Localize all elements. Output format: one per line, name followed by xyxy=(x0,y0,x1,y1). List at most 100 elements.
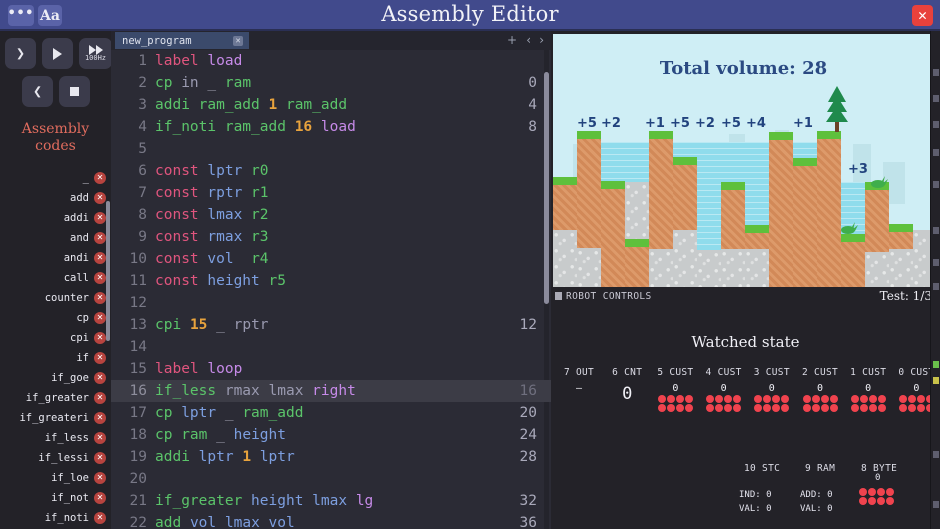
delete-icon[interactable]: ✕ xyxy=(94,252,106,264)
code-line[interactable]: 19 addi lptr 1 lptr 28 xyxy=(111,446,551,468)
code-line[interactable]: 14 xyxy=(111,336,551,358)
play-button[interactable] xyxy=(42,38,73,69)
code-line[interactable]: 13 cpi 15 _ rptr 12 xyxy=(111,314,551,336)
assembly-code-item[interactable]: add ✕ xyxy=(0,188,111,208)
code-line[interactable]: 11 const height r5 xyxy=(111,270,551,292)
delete-icon[interactable]: ✕ xyxy=(94,512,106,524)
assembly-codes-list[interactable]: _ ✕ add ✕ addi ✕ and ✕ andi ✕ call ✕ counter ✕ cp ✕ cpi ✕… xyxy=(0,168,111,529)
edge-indicator[interactable] xyxy=(933,121,939,128)
delete-icon[interactable]: ✕ xyxy=(94,212,106,224)
code-line[interactable]: 16 if_less rmax lmax right 16 xyxy=(111,380,551,402)
back-button[interactable]: ❮ xyxy=(22,76,53,107)
code-line[interactable]: 18 cp ram _ height 24 xyxy=(111,424,551,446)
robot-controls-label[interactable]: ROBOT CONTROLS xyxy=(555,291,652,302)
game-viewport[interactable]: Total volume: 28 +5 +2 +1 +5 +2 +5 +4 +1 +3 xyxy=(553,34,934,287)
delete-icon[interactable]: ✕ xyxy=(94,232,106,244)
assembly-code-item[interactable]: if_not ✕ xyxy=(0,488,111,508)
watched-register-header[interactable]: 9 RAM xyxy=(805,463,836,474)
edge-indicator[interactable] xyxy=(933,501,939,508)
assembly-code-item[interactable]: if_less ✕ xyxy=(0,428,111,448)
edge-indicator[interactable] xyxy=(933,181,939,188)
code-line[interactable]: 5 xyxy=(111,138,551,160)
watched-register[interactable]: 6 CNT 0 xyxy=(601,367,653,404)
stop-button[interactable] xyxy=(59,76,90,107)
assembly-code-item[interactable]: call ✕ xyxy=(0,268,111,288)
edge-indicator[interactable] xyxy=(933,149,939,156)
step-button[interactable]: ❯ xyxy=(5,38,36,69)
code-line[interactable]: 6 const lptr r0 xyxy=(111,160,551,182)
edge-indicator[interactable] xyxy=(933,227,939,234)
next-tab-button[interactable]: › xyxy=(539,33,544,47)
edge-indicator[interactable] xyxy=(933,377,939,384)
assembly-code-item[interactable]: cp ✕ xyxy=(0,308,111,328)
code-scrollbar-thumb[interactable] xyxy=(544,72,549,304)
delete-icon[interactable]: ✕ xyxy=(94,492,106,504)
code-line[interactable]: 21 if_greater height lmax lg 32 xyxy=(111,490,551,512)
code-line[interactable]: 9 const rmax r3 xyxy=(111,226,551,248)
watched-register-header[interactable]: 10 STC xyxy=(744,463,781,474)
tab-new-program[interactable]: new_program ✕ xyxy=(115,32,249,49)
close-icon[interactable]: ✕ xyxy=(912,5,933,26)
delete-icon[interactable]: ✕ xyxy=(94,192,106,204)
code-line[interactable]: 4 if_noti ram_add 16 load 8 xyxy=(111,116,551,138)
edge-indicator[interactable] xyxy=(933,451,939,458)
watched-register-header[interactable]: 8 BYTE xyxy=(861,463,898,474)
code-line[interactable]: 12 xyxy=(111,292,551,314)
assembly-code-item[interactable]: addi ✕ xyxy=(0,208,111,228)
edge-indicator[interactable] xyxy=(933,95,939,102)
font-size-button[interactable]: Aa xyxy=(38,5,62,26)
code-line[interactable]: 15 label loop xyxy=(111,358,551,380)
delete-icon[interactable]: ✕ xyxy=(94,172,106,184)
watched-register[interactable]: 3 CUST 0 xyxy=(746,367,798,412)
edge-indicator[interactable] xyxy=(933,69,939,76)
assembly-code-item[interactable]: and ✕ xyxy=(0,228,111,248)
code-line[interactable]: 7 const rptr r1 xyxy=(111,182,551,204)
delete-icon[interactable]: ✕ xyxy=(94,452,106,464)
edge-indicator[interactable] xyxy=(933,361,939,368)
delete-icon[interactable]: ✕ xyxy=(94,412,106,424)
assembly-code-item[interactable]: if_loe ✕ xyxy=(0,468,111,488)
add-tab-button[interactable]: + xyxy=(506,33,517,47)
assembly-code-item[interactable]: counter ✕ xyxy=(0,288,111,308)
code-line[interactable]: 20 xyxy=(111,468,551,490)
watched-register[interactable]: 0 CUST 0 xyxy=(890,367,940,412)
code-lines[interactable]: 1 label load 2 cp in _ ram 0 3 addi ram_add 1 … xyxy=(111,50,551,529)
code-line[interactable]: 8 const lmax r2 xyxy=(111,204,551,226)
assembly-code-item[interactable]: cpi ✕ xyxy=(0,328,111,348)
watched-register[interactable]: 2 CUST 0 xyxy=(794,367,846,412)
code-line[interactable]: 1 label load xyxy=(111,50,551,72)
delete-icon[interactable]: ✕ xyxy=(94,432,106,444)
watched-register[interactable]: 5 CUST 0 xyxy=(649,367,701,412)
watched-register[interactable]: 7 OUT – xyxy=(553,367,605,394)
code-line[interactable]: 17 cp lptr _ ram_add 20 xyxy=(111,402,551,424)
delete-icon[interactable]: ✕ xyxy=(94,272,106,284)
assembly-code-item[interactable]: if ✕ xyxy=(0,348,111,368)
delete-icon[interactable]: ✕ xyxy=(94,392,106,404)
assembly-code-item[interactable]: if_noti ✕ xyxy=(0,508,111,528)
delete-icon[interactable]: ✕ xyxy=(94,292,106,304)
delete-icon[interactable]: ✕ xyxy=(94,312,106,324)
delete-icon[interactable]: ✕ xyxy=(94,352,106,364)
assembly-code-item[interactable]: if_goe ✕ xyxy=(0,368,111,388)
right-edge-panel[interactable] xyxy=(930,31,940,529)
assembly-code-item[interactable]: if_greateri ✕ xyxy=(0,408,111,428)
assembly-code-item[interactable]: _ ✕ xyxy=(0,168,111,188)
watched-register[interactable]: 1 CUST 0 xyxy=(842,367,894,412)
edge-indicator[interactable] xyxy=(933,283,939,290)
prev-tab-button[interactable]: ‹ xyxy=(526,33,531,47)
code-line[interactable]: 2 cp in _ ram 0 xyxy=(111,72,551,94)
edge-indicator[interactable] xyxy=(933,259,939,266)
fast-forward-button[interactable]: 100Hz xyxy=(79,38,112,69)
assembly-code-item[interactable]: if_lessi ✕ xyxy=(0,448,111,468)
tab-close-icon[interactable]: ✕ xyxy=(233,36,243,46)
assembly-code-item[interactable]: andi ✕ xyxy=(0,248,111,268)
delete-icon[interactable]: ✕ xyxy=(94,332,106,344)
watched-register[interactable]: 4 CUST 0 xyxy=(698,367,750,412)
code-line[interactable]: 3 addi ram_add 1 ram_add 4 xyxy=(111,94,551,116)
code-line[interactable]: 10 const vol r4 xyxy=(111,248,551,270)
code-line[interactable]: 22 add vol lmax vol 36 xyxy=(111,512,551,529)
delete-icon[interactable]: ✕ xyxy=(94,472,106,484)
delete-icon[interactable]: ✕ xyxy=(94,372,106,384)
sidebar-scrollbar[interactable] xyxy=(106,201,110,341)
assembly-code-item[interactable]: if_greater ✕ xyxy=(0,388,111,408)
